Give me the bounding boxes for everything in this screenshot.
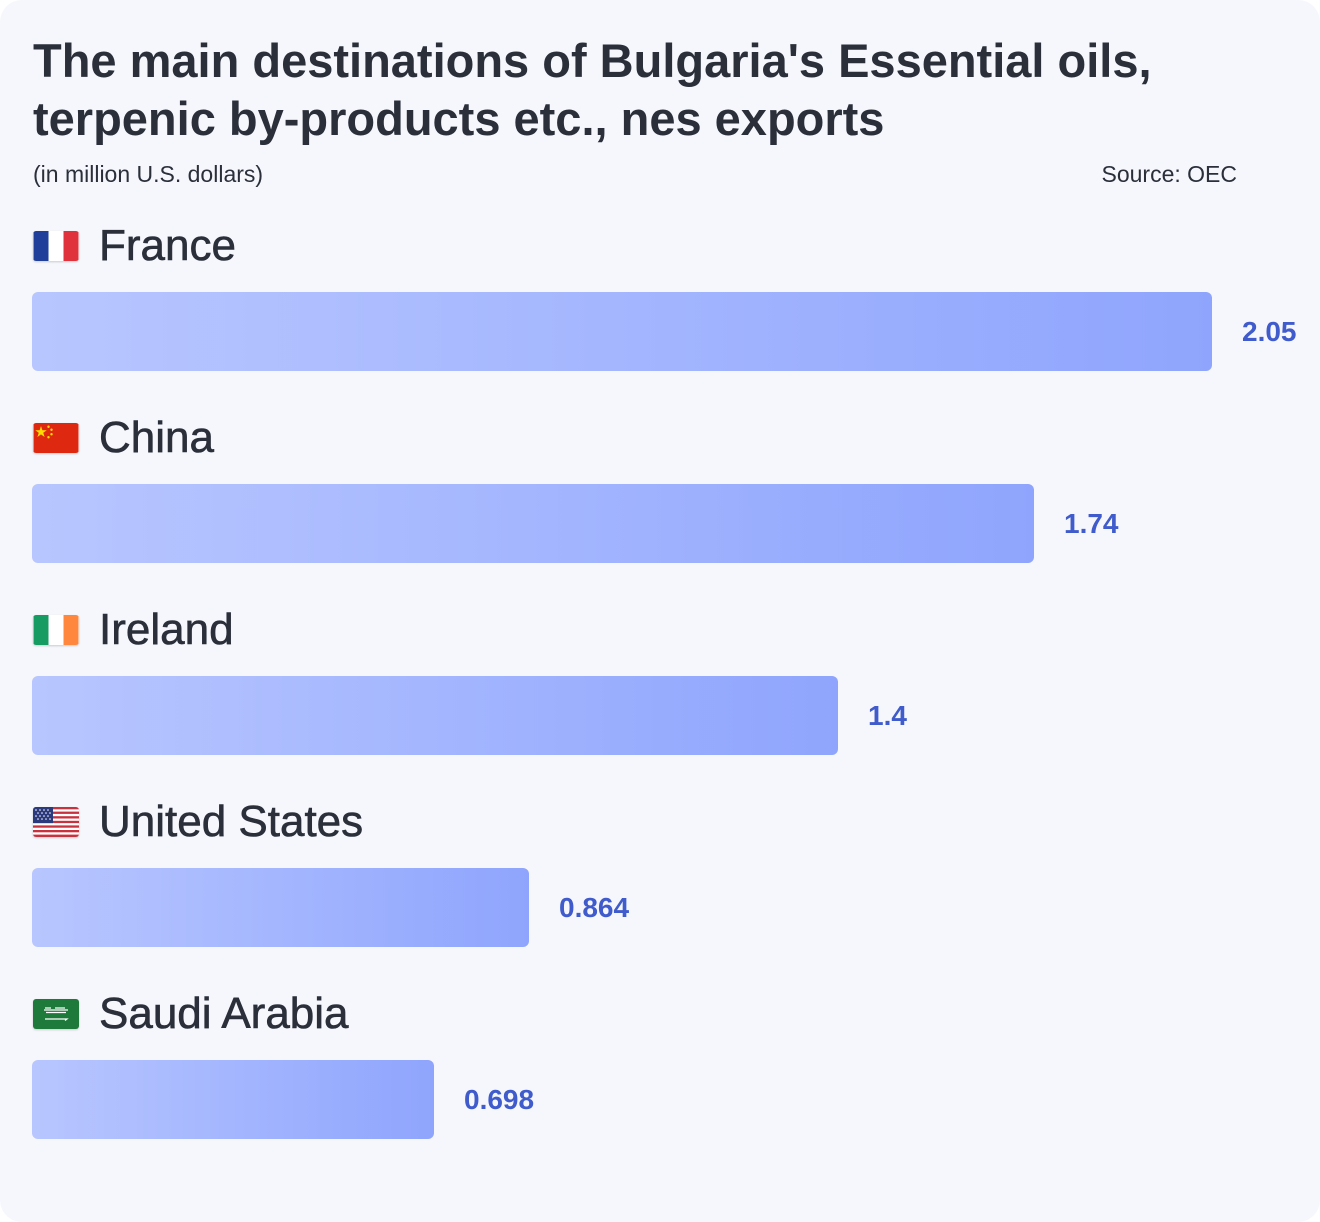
- chart-title: The main destinations of Bulgaria's Esse…: [33, 34, 1152, 145]
- category-label: United States: [33, 797, 364, 847]
- value-label: 0.864: [559, 892, 630, 923]
- source-label: Source: OEC: [1101, 161, 1238, 187]
- category-name: United States: [99, 797, 364, 847]
- category-name: China: [99, 413, 215, 463]
- china-flag-icon: [33, 423, 79, 453]
- bar-row: Ireland 1.4: [0, 605, 1320, 776]
- value-label: 1.4: [868, 700, 907, 731]
- bar-row: United States 0.864: [0, 797, 1320, 968]
- category-label: Saudi Arabia: [33, 989, 349, 1039]
- saudi-arabia-flag-icon: [33, 999, 79, 1029]
- chart-subtitle: (in million U.S. dollars): [33, 161, 264, 187]
- value-label: 2.05: [1242, 316, 1297, 347]
- bar: [32, 292, 1212, 371]
- ireland-flag-icon: [33, 615, 79, 645]
- bar: [32, 676, 838, 755]
- category-name: France: [99, 221, 237, 271]
- value-label: 1.74: [1064, 508, 1119, 539]
- category-label: Ireland: [33, 605, 234, 655]
- category-label: China: [33, 413, 215, 463]
- bar: [32, 484, 1034, 563]
- category-label: France: [33, 221, 237, 271]
- value-label: 0.698: [464, 1084, 535, 1115]
- category-name: Ireland: [99, 605, 234, 655]
- bar-row: Saudi Arabia 0.698: [0, 989, 1320, 1160]
- bar: [32, 868, 529, 947]
- bar-row: France 2.05: [0, 221, 1320, 392]
- bar: [32, 1060, 434, 1139]
- category-name: Saudi Arabia: [99, 989, 349, 1039]
- france-flag-icon: [33, 231, 79, 261]
- bar-row: China 1.74: [0, 413, 1320, 584]
- united-states-flag-icon: [33, 807, 79, 837]
